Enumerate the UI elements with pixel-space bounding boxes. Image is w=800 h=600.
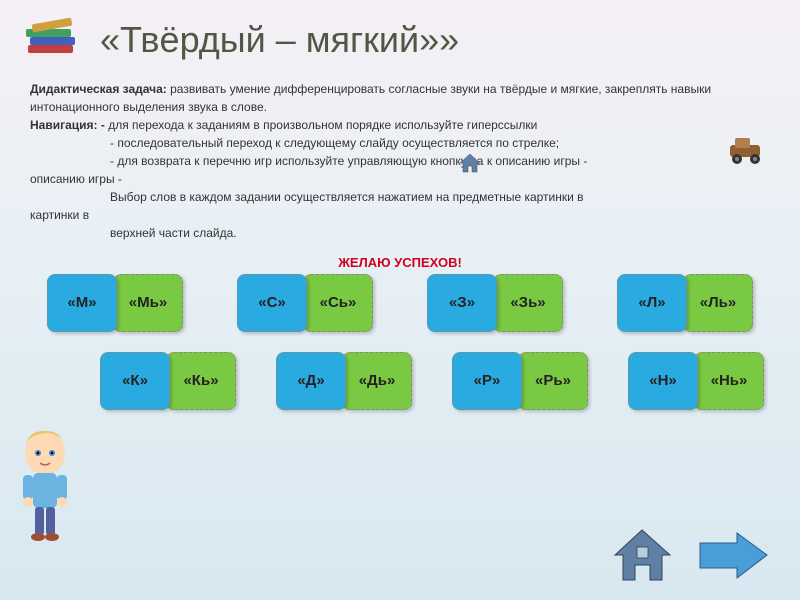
btn-d-soft[interactable]: «Дь» — [342, 352, 412, 410]
pair-z: «З» «Зь» — [427, 274, 563, 332]
btn-l-soft[interactable]: «Ль» — [683, 274, 753, 332]
btn-k-soft[interactable]: «Кь» — [166, 352, 236, 410]
pair-l: «Л» «Ль» — [617, 274, 753, 332]
btn-s-soft[interactable]: «Сь» — [303, 274, 373, 332]
pair-d: «Д» «Дь» — [276, 352, 412, 410]
home-icon-small — [458, 152, 482, 174]
btn-m-soft[interactable]: «Мь» — [113, 274, 183, 332]
wish-text: ЖЕЛАЮ УСПЕХОВ! — [0, 255, 800, 270]
pair-s: «С» «Сь» — [237, 274, 373, 332]
btn-r-soft[interactable]: «Рь» — [518, 352, 588, 410]
page-title: «Твёрдый – мягкий»» — [100, 19, 459, 61]
nav-text-2: - последовательный переход к следующему … — [110, 136, 559, 150]
books-icon — [20, 10, 90, 70]
car-icon — [725, 135, 770, 165]
child-illustration — [5, 425, 85, 545]
task-label: Дидактическая задача: — [30, 82, 167, 96]
nav-text-4: Выбор слов в каждом задании осуществляет… — [110, 190, 584, 204]
button-row-1: «М» «Мь» «С» «Сь» «З» «Зь» «Л» «Ль» — [0, 274, 800, 332]
btn-n-soft[interactable]: «Нь» — [694, 352, 764, 410]
nav-label: Навигация: - — [30, 118, 108, 132]
btn-m-hard[interactable]: «М» — [47, 274, 117, 332]
nav-text-1: для перехода к заданиям в произвольном п… — [108, 118, 537, 132]
btn-n-hard[interactable]: «Н» — [628, 352, 698, 410]
pair-n: «Н» «Нь» — [628, 352, 764, 410]
btn-s-hard[interactable]: «С» — [237, 274, 307, 332]
nav-text-3: - для возврата к перечню игр используйте… — [110, 154, 587, 168]
btn-l-hard[interactable]: «Л» — [617, 274, 687, 332]
btn-z-soft[interactable]: «Зь» — [493, 274, 563, 332]
pair-r: «Р» «Рь» — [452, 352, 588, 410]
pair-k: «К» «Кь» — [100, 352, 236, 410]
pair-m: «М» «Мь» — [47, 274, 183, 332]
home-button[interactable] — [610, 525, 675, 585]
btn-k-hard[interactable]: «К» — [100, 352, 170, 410]
description-block: Дидактическая задача: развивать умение д… — [0, 75, 800, 247]
btn-r-hard[interactable]: «Р» — [452, 352, 522, 410]
button-row-2: «К» «Кь» «Д» «Дь» «Р» «Рь» «Н» «Нь» — [0, 352, 800, 410]
btn-d-hard[interactable]: «Д» — [276, 352, 346, 410]
next-arrow-button[interactable] — [695, 528, 770, 583]
nav-text-5: верхней части слайда. — [110, 226, 237, 240]
btn-z-hard[interactable]: «З» — [427, 274, 497, 332]
